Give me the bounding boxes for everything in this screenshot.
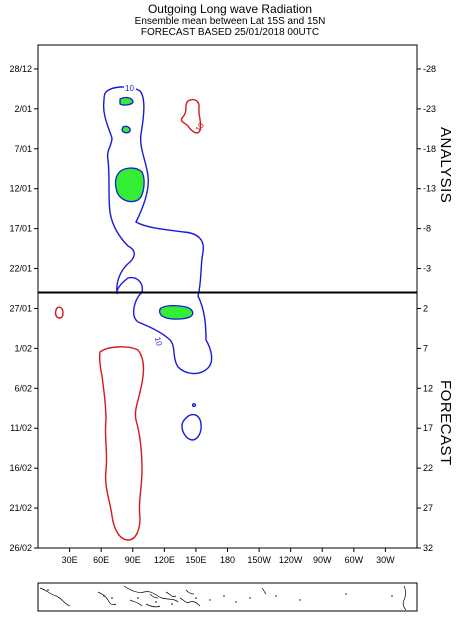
bottom-axis-tick-label: 90W [313,555,332,565]
right-axis-tick-label: -13 [423,184,436,194]
shaded-regions [114,96,194,320]
shaded-region [158,304,194,320]
bottom-axis-tick-label: 30W [376,555,395,565]
right-axis-tick-label: -18 [423,144,436,154]
contour-label: 10 [125,84,134,93]
contour-negative-10 [102,86,213,375]
contour-positive-10-left [54,306,64,319]
shaded-region [119,96,134,106]
bottom-axis-tick-label: 30E [62,555,78,565]
bottom-axis-tick-label: 150E [185,555,206,565]
chart-subtitle: Ensemble mean between Lat 15S and 15N [134,16,326,27]
contour-positive-10-forecast [98,346,145,541]
right-axis-tick-label: 32 [423,543,433,553]
bottom-axis-tick-label: 60E [93,555,109,565]
left-axis-tick-label: 12/01 [9,184,32,194]
forecast-base-line: FORECAST BASED 25/01/2018 00UTC [140,27,320,38]
bottom-axis-tick-label: 60W [345,555,364,565]
map-strip-frame [37,582,418,612]
left-axis-tick-label: 1/02 [14,343,32,353]
forecast-label: FORECAST [437,380,454,466]
contour-negative-10-island [181,413,202,441]
right-axis-tick-label: 17 [423,423,433,433]
left-axis-tick-label: 7/01 [14,144,32,154]
positive-contours [54,99,202,541]
coastline-dots [47,589,393,605]
bottom-axis: 30E 60E 90E 120E 150E 180 150W 120W 90W 60W 30W [62,548,395,565]
left-axis-tick-label: 28/12 [9,64,32,74]
right-axis-tick-label: -3 [423,264,431,274]
analysis-label: ANALYSIS [437,127,454,203]
map-strip [37,582,418,612]
right-axis-tick-label: 27 [423,503,433,513]
right-axis-tick-label: -8 [423,224,431,234]
left-axis-tick-label: 6/02 [14,383,32,393]
left-axis-tick-label: 2/01 [14,104,32,114]
left-axis-tick-label: 16/02 [9,463,32,473]
plot-frame [37,44,418,549]
bottom-axis-tick-label: 120E [154,555,175,565]
left-axis-tick-label: 22/01 [9,264,32,274]
negative-contours [102,86,213,441]
coastline-outline [39,585,407,611]
bottom-axis-tick-label: 150W [247,555,271,565]
left-axis: 28/12 2/01 7/01 12/01 17/01 22/01 27/01 1/02 6/0… [9,64,38,553]
left-axis-tick-label: 21/02 [9,503,32,513]
contour-positive-10-upper [180,99,202,134]
right-axis-tick-label: 7 [423,343,428,353]
shaded-region [121,125,131,134]
right-axis-tick-label: 22 [423,463,433,473]
contour-label: 10 [194,121,207,134]
contour-label: 10 [153,336,164,347]
left-axis-tick-label: 26/02 [9,543,32,553]
bottom-axis-tick-label: 120W [279,555,303,565]
right-axis-tick-label: -28 [423,64,436,74]
left-axis-tick-label: 17/01 [9,224,32,234]
shaded-region [114,167,145,203]
right-axis-tick-label: 12 [423,383,433,393]
bottom-axis-tick-label: 180 [220,555,235,565]
left-axis-tick-label: 27/01 [9,303,32,313]
right-axis-tick-label: -23 [423,104,436,114]
chart-title: Outgoing Long wave Radiation [147,2,313,16]
right-axis-tick-label: 2 [423,303,428,313]
bottom-axis-tick-label: 90E [125,555,141,565]
contour-negative-10-small [191,403,197,408]
left-axis-tick-label: 11/02 [10,423,32,433]
chart-titles: Outgoing Long wave Radiation Ensemble me… [0,2,460,38]
